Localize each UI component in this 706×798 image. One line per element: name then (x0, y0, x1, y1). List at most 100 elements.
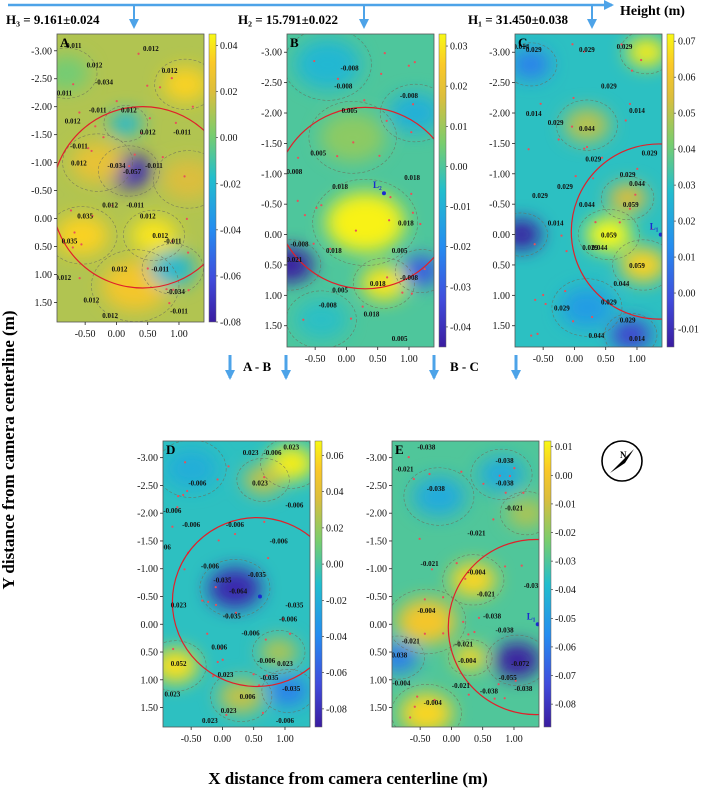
contour-label: -0.035 (285, 602, 304, 610)
y-tick-label: -2.50 (489, 78, 510, 89)
colorbar-tick-label: 0.04 (326, 487, 344, 498)
heatmap-blob (563, 107, 610, 143)
contour-line (199, 559, 271, 618)
sample-point (411, 211, 415, 214)
contour-label: 0.005 (332, 286, 348, 294)
sample-point (571, 43, 574, 46)
contour-line (62, 133, 133, 192)
contour-line (287, 290, 357, 347)
panel-b: -0.008 -0.008 -0.008 0.005 0.005 -0.008 0.018 0… (261, 33, 471, 365)
contour-label: 0.006 (211, 643, 227, 651)
sample-point (146, 267, 149, 270)
sample-point (409, 716, 412, 719)
contour-label: 0.012 (140, 213, 156, 221)
contour-label: -0.038 (417, 443, 436, 451)
sample-point (171, 240, 174, 243)
sample-point (383, 52, 386, 55)
y-tick-label: -2.00 (261, 109, 282, 120)
heatmap-blob (71, 142, 124, 183)
contour-label: -0.034 (167, 288, 186, 296)
y-tick-label: -2.50 (137, 481, 158, 492)
x-tick-label: -0.50 (181, 734, 202, 745)
contour-label: -0.021 (455, 640, 474, 648)
panel-letter: D (166, 442, 175, 457)
compass: N (601, 440, 643, 482)
sample-point (349, 317, 353, 320)
heatmap-blob (453, 645, 487, 671)
h1-label: H₁ = 31.450±0.038 (468, 12, 569, 27)
contour-line (612, 239, 662, 291)
contour-line (103, 105, 149, 142)
contour-label: -0.011 (145, 162, 163, 170)
sample-point (87, 147, 90, 150)
colorbar-tick-label: 0.02 (450, 82, 468, 93)
sample-point (539, 102, 542, 105)
heatmap-blob (585, 217, 632, 253)
diff-label-bc: B - C (450, 359, 479, 374)
contour-label: 0.029 (620, 317, 636, 325)
camera-location-marker (535, 622, 539, 627)
plot-frame (162, 440, 311, 728)
heatmap-blob (560, 287, 614, 328)
contour-label: 0.029 (582, 244, 598, 252)
y-tick-label: -2.00 (366, 509, 387, 520)
sample-point (94, 125, 97, 128)
contour-line (163, 441, 227, 498)
sample-point (227, 465, 230, 468)
sample-point (585, 145, 589, 149)
contour-line (163, 640, 207, 692)
sample-point (430, 568, 434, 571)
sample-point (216, 660, 219, 664)
sample-point (530, 334, 533, 337)
contour-label: -0.011 (89, 106, 107, 114)
contour-line (353, 257, 415, 309)
sample-point (640, 58, 643, 62)
contour-label: 0.018 (398, 219, 414, 227)
sample-point (186, 251, 190, 254)
contour-label: 0.059 (623, 201, 639, 209)
contour-line (260, 441, 310, 489)
heatmap-blob (626, 37, 662, 68)
sample-point (482, 482, 485, 485)
contour-line (308, 101, 397, 174)
contour-label: 0.018 (332, 183, 348, 191)
y-tick-label: -1.00 (137, 564, 158, 575)
contour-label: 0.029 (554, 305, 570, 313)
contour-label: -0.034 (95, 78, 114, 86)
compass-n-label: N (620, 450, 627, 460)
contour-line (551, 278, 623, 337)
heatmap-blob (208, 568, 262, 609)
contour-label: 0.023 (283, 443, 299, 451)
y-tick-label: 1.00 (35, 270, 53, 281)
camera-location-label: L₂ (373, 180, 382, 190)
heatmap-blob (57, 55, 90, 91)
contour-label: -0.035 (282, 685, 301, 693)
contour-label: -0.006 (276, 717, 295, 725)
contour-label: -0.004 (458, 657, 477, 665)
contour-line (287, 34, 372, 101)
contour-line (392, 684, 462, 727)
contour-line (141, 243, 204, 295)
sample-point (413, 705, 416, 708)
x-tick-label: 0.50 (369, 354, 387, 365)
sample-point (634, 193, 637, 196)
sample-point (214, 586, 217, 589)
diff-label-ab: A - B (243, 359, 272, 374)
sample-point (91, 214, 94, 218)
colorbar-tick-label: 0.00 (555, 471, 573, 482)
colorbar-tick-label: -0.01 (450, 202, 471, 213)
sample-point (363, 99, 366, 102)
sample-point (423, 598, 426, 601)
sample-point (467, 693, 470, 696)
sample-point (407, 455, 410, 459)
sample-point (388, 219, 391, 222)
sample-point (146, 84, 149, 87)
sample-point (636, 167, 639, 170)
sample-point (361, 305, 364, 308)
contour-label: -0.006 (182, 521, 201, 529)
sample-point (386, 276, 389, 279)
contour-line (442, 554, 505, 606)
sample-point (187, 289, 190, 292)
